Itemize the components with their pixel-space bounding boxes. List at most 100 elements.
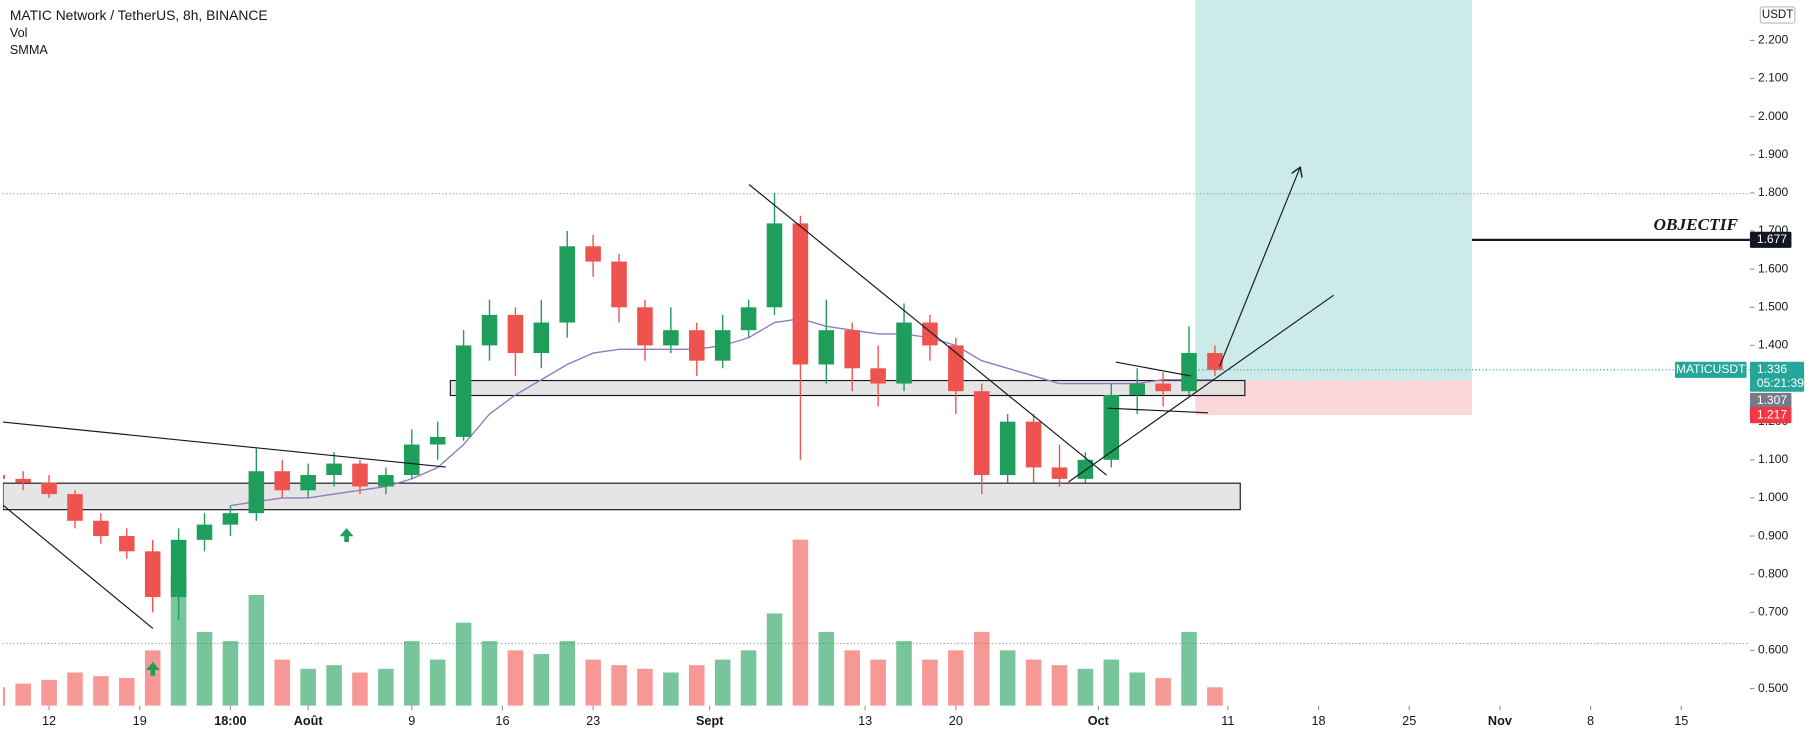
volume-bar bbox=[507, 650, 524, 706]
candle-body bbox=[1077, 459, 1094, 479]
candle-body bbox=[948, 345, 964, 392]
candle-body bbox=[222, 513, 239, 525]
volume-bar bbox=[222, 641, 239, 706]
candle-body bbox=[93, 520, 109, 537]
trendline bbox=[2, 504, 154, 629]
candle-body bbox=[144, 551, 161, 598]
volume-bar bbox=[41, 679, 57, 706]
trendline bbox=[748, 184, 1107, 476]
x-tick-label: Nov bbox=[1488, 714, 1512, 728]
x-tick-label: 23 bbox=[586, 714, 600, 728]
volume-bar bbox=[170, 576, 187, 706]
trendline bbox=[1115, 361, 1191, 377]
volume-bar bbox=[15, 683, 31, 706]
candle-body bbox=[559, 246, 576, 323]
target-text: OBJECTIF bbox=[1653, 215, 1738, 234]
symbol-box bbox=[1674, 361, 1747, 378]
candle-body bbox=[352, 463, 368, 487]
candle-body bbox=[455, 345, 472, 437]
volume-bar bbox=[455, 622, 472, 706]
y-tick-label: 0.600 bbox=[1758, 643, 1789, 657]
candle-body bbox=[119, 536, 135, 552]
candle-body bbox=[507, 314, 524, 354]
candle-body bbox=[2, 475, 6, 479]
x-tick-label: 11 bbox=[1221, 714, 1234, 728]
trendline bbox=[1068, 294, 1334, 483]
candle-body bbox=[688, 330, 705, 361]
volume-bar bbox=[870, 659, 886, 706]
x-tick-label: 12 bbox=[42, 714, 56, 728]
x-tick-label: 9 bbox=[408, 714, 415, 728]
candle-body bbox=[196, 524, 213, 540]
symbol-label: MATICUSDT bbox=[1676, 362, 1746, 376]
y-tick-label: 1.500 bbox=[1758, 299, 1789, 313]
currency-label: USDT bbox=[1762, 9, 1793, 21]
indicator-label: SMMA bbox=[10, 43, 49, 57]
volume-bar bbox=[663, 672, 679, 706]
y-tick-label: 1.400 bbox=[1758, 338, 1789, 352]
candle-body bbox=[973, 391, 990, 476]
candle-body bbox=[611, 261, 627, 308]
volume-bar bbox=[766, 613, 783, 706]
candle-body bbox=[1025, 421, 1042, 468]
volume-bar bbox=[688, 665, 705, 706]
countdown-label: 05:21:39 bbox=[1757, 376, 1804, 390]
y-tick-label: 2.100 bbox=[1758, 71, 1789, 85]
volume-bar bbox=[1207, 687, 1223, 706]
entry-box bbox=[1749, 392, 1792, 410]
volume-bar bbox=[404, 641, 420, 706]
candle-body bbox=[999, 421, 1016, 476]
y-tick-label: 1.900 bbox=[1758, 147, 1789, 161]
volume-bar bbox=[637, 668, 653, 706]
volume-bar bbox=[352, 672, 368, 706]
candle-body bbox=[274, 471, 291, 491]
drawings-back bbox=[2, 0, 1750, 645]
volume-bar bbox=[922, 659, 938, 706]
volume-bar bbox=[896, 641, 912, 706]
candle-body bbox=[1207, 353, 1223, 370]
zone-box bbox=[2, 482, 1241, 511]
candle-body bbox=[481, 314, 498, 346]
candle-body bbox=[170, 539, 187, 598]
candle-body bbox=[1181, 353, 1197, 392]
volume-bar bbox=[1077, 668, 1094, 706]
volume-bar bbox=[611, 665, 627, 706]
volume-bar bbox=[378, 668, 394, 706]
y-tick-label: 1.100 bbox=[1758, 452, 1789, 466]
volume-bar bbox=[1129, 672, 1145, 706]
drawings bbox=[2, 167, 1750, 676]
volume-bar bbox=[248, 595, 265, 706]
x-tick-label: Sept bbox=[696, 714, 724, 728]
volume-bar bbox=[1155, 678, 1171, 706]
x-tick-label: 15 bbox=[1674, 714, 1688, 728]
up-arrow-icon bbox=[145, 661, 160, 676]
volume-bar bbox=[1103, 659, 1120, 706]
candle-body bbox=[1155, 383, 1171, 392]
candle-body bbox=[67, 494, 83, 521]
y-tick-label: 1.800 bbox=[1758, 185, 1789, 199]
y-tick-label: 0.700 bbox=[1758, 605, 1789, 619]
candle-body bbox=[663, 330, 679, 346]
volume-bar bbox=[300, 668, 316, 706]
candle-body bbox=[378, 475, 394, 487]
trendline bbox=[1107, 407, 1208, 414]
volume-bar bbox=[533, 654, 550, 706]
stop-box bbox=[1749, 407, 1792, 424]
volume-bar bbox=[1051, 665, 1068, 706]
volume-bar bbox=[948, 650, 964, 706]
x-tick-label: 20 bbox=[949, 714, 963, 728]
volume-bar bbox=[1181, 631, 1197, 706]
x-tick-label: 16 bbox=[495, 714, 509, 728]
y-tick-label: 2.000 bbox=[1758, 109, 1789, 123]
x-tick-label: 18:00 bbox=[214, 714, 246, 728]
last-price-box bbox=[1749, 361, 1805, 392]
candle-body bbox=[818, 330, 835, 365]
x-tick-label: 18 bbox=[1312, 714, 1326, 728]
x-tick-label: Août bbox=[294, 714, 324, 728]
volume-bar bbox=[740, 650, 757, 706]
volume-bar bbox=[274, 659, 291, 706]
indicator-label: Vol bbox=[10, 26, 28, 40]
volume-bar bbox=[2, 687, 6, 706]
